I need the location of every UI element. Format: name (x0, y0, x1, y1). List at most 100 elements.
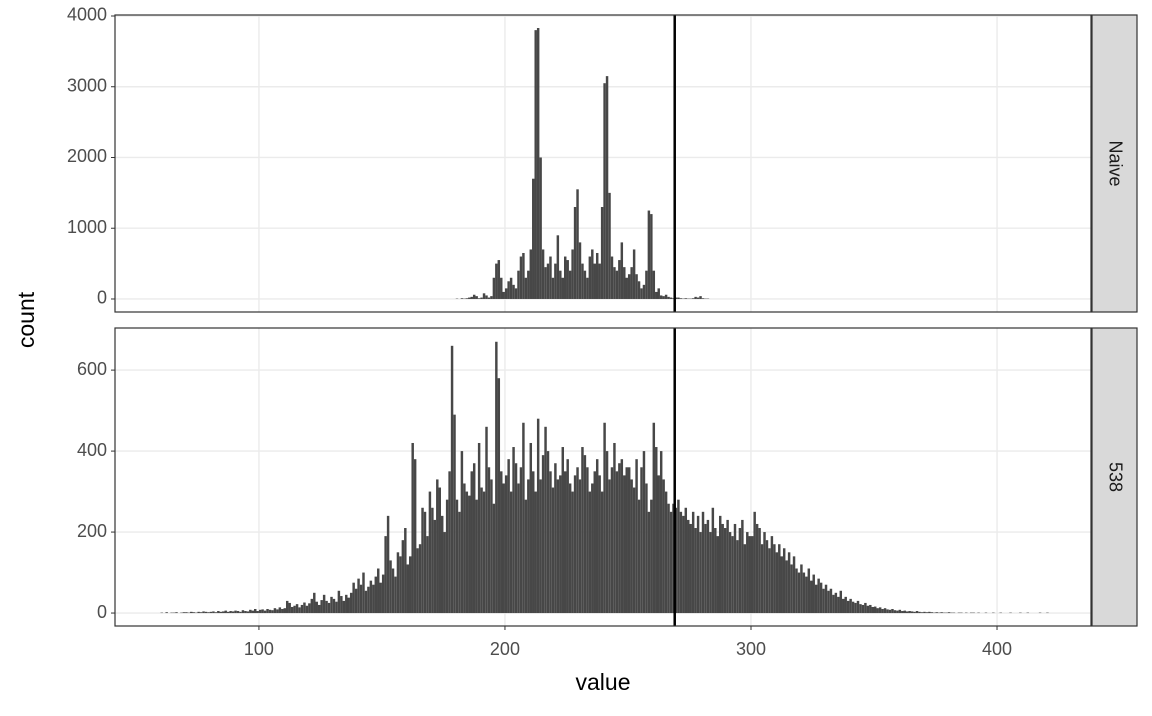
bar (431, 508, 433, 613)
bar (471, 297, 473, 299)
bar (210, 612, 212, 613)
bar (333, 599, 335, 613)
bar (308, 603, 310, 613)
bar (657, 288, 659, 299)
bar (822, 589, 824, 613)
bar (623, 267, 625, 299)
bar (316, 602, 318, 613)
bar (606, 451, 608, 613)
bar (618, 260, 620, 299)
bar (630, 267, 632, 299)
bar (244, 611, 246, 613)
bar (281, 609, 283, 613)
bar (692, 298, 694, 299)
bar (763, 532, 765, 613)
bar (571, 492, 573, 613)
bar (611, 257, 613, 299)
bar (894, 610, 896, 613)
bar (387, 516, 389, 613)
bar (655, 447, 657, 613)
bar (712, 508, 714, 613)
bar (564, 257, 566, 299)
bar (483, 293, 485, 299)
bar (330, 597, 332, 613)
bar (586, 467, 588, 613)
bar (569, 271, 571, 299)
bar (576, 189, 578, 299)
bar (626, 278, 628, 299)
bar (293, 606, 295, 613)
bar (426, 536, 428, 613)
bar (589, 257, 591, 299)
bar (697, 516, 699, 613)
bar (665, 492, 667, 613)
bar (859, 604, 861, 613)
bar (549, 471, 551, 613)
bar (530, 249, 532, 299)
bar (667, 297, 669, 299)
bar (783, 548, 785, 613)
bar (530, 443, 532, 613)
x-tick-label: 400 (982, 639, 1012, 659)
bar (734, 524, 736, 613)
y-tick-label: 400 (77, 440, 107, 460)
bar (899, 610, 901, 613)
bar (635, 459, 637, 613)
bar (473, 295, 475, 299)
bar (301, 605, 303, 613)
bar (881, 609, 883, 613)
bar (901, 611, 903, 613)
strip-label: 538 (1105, 462, 1125, 492)
bar (515, 463, 517, 613)
bar (852, 602, 854, 613)
bar (512, 285, 514, 299)
bar (638, 500, 640, 613)
bar (291, 607, 293, 613)
bar (414, 459, 416, 613)
bar (286, 601, 288, 613)
bar (793, 556, 795, 613)
bar (252, 611, 254, 613)
bar (512, 447, 514, 613)
bar (394, 577, 396, 613)
bar (803, 573, 805, 613)
bar (525, 278, 527, 299)
bar (557, 479, 559, 613)
bar (498, 378, 500, 613)
bar (800, 564, 802, 613)
bar (847, 601, 849, 613)
bar (183, 612, 185, 613)
bar (362, 573, 364, 613)
bar (584, 455, 586, 613)
bar (404, 528, 406, 613)
y-tick-label: 2000 (67, 146, 107, 166)
bar (854, 603, 856, 613)
bar (598, 475, 600, 613)
bar (279, 607, 281, 613)
bar (463, 483, 465, 613)
bar (589, 492, 591, 613)
bar (320, 600, 322, 613)
bar (911, 611, 913, 613)
bar (539, 479, 541, 613)
bar (389, 560, 391, 613)
bar (542, 249, 544, 299)
bar (832, 595, 834, 613)
bar (616, 471, 618, 613)
bar (618, 463, 620, 613)
bar (475, 296, 477, 299)
bar (436, 479, 438, 613)
bar (500, 278, 502, 299)
bar (633, 488, 635, 614)
bar (185, 612, 187, 613)
bar (699, 296, 701, 299)
bar (456, 500, 458, 613)
bar (461, 298, 463, 299)
bar (603, 423, 605, 613)
bar (812, 575, 814, 613)
bar (419, 544, 421, 613)
bar (916, 611, 918, 613)
bar (653, 423, 655, 613)
bar (480, 298, 482, 299)
bar (717, 536, 719, 613)
